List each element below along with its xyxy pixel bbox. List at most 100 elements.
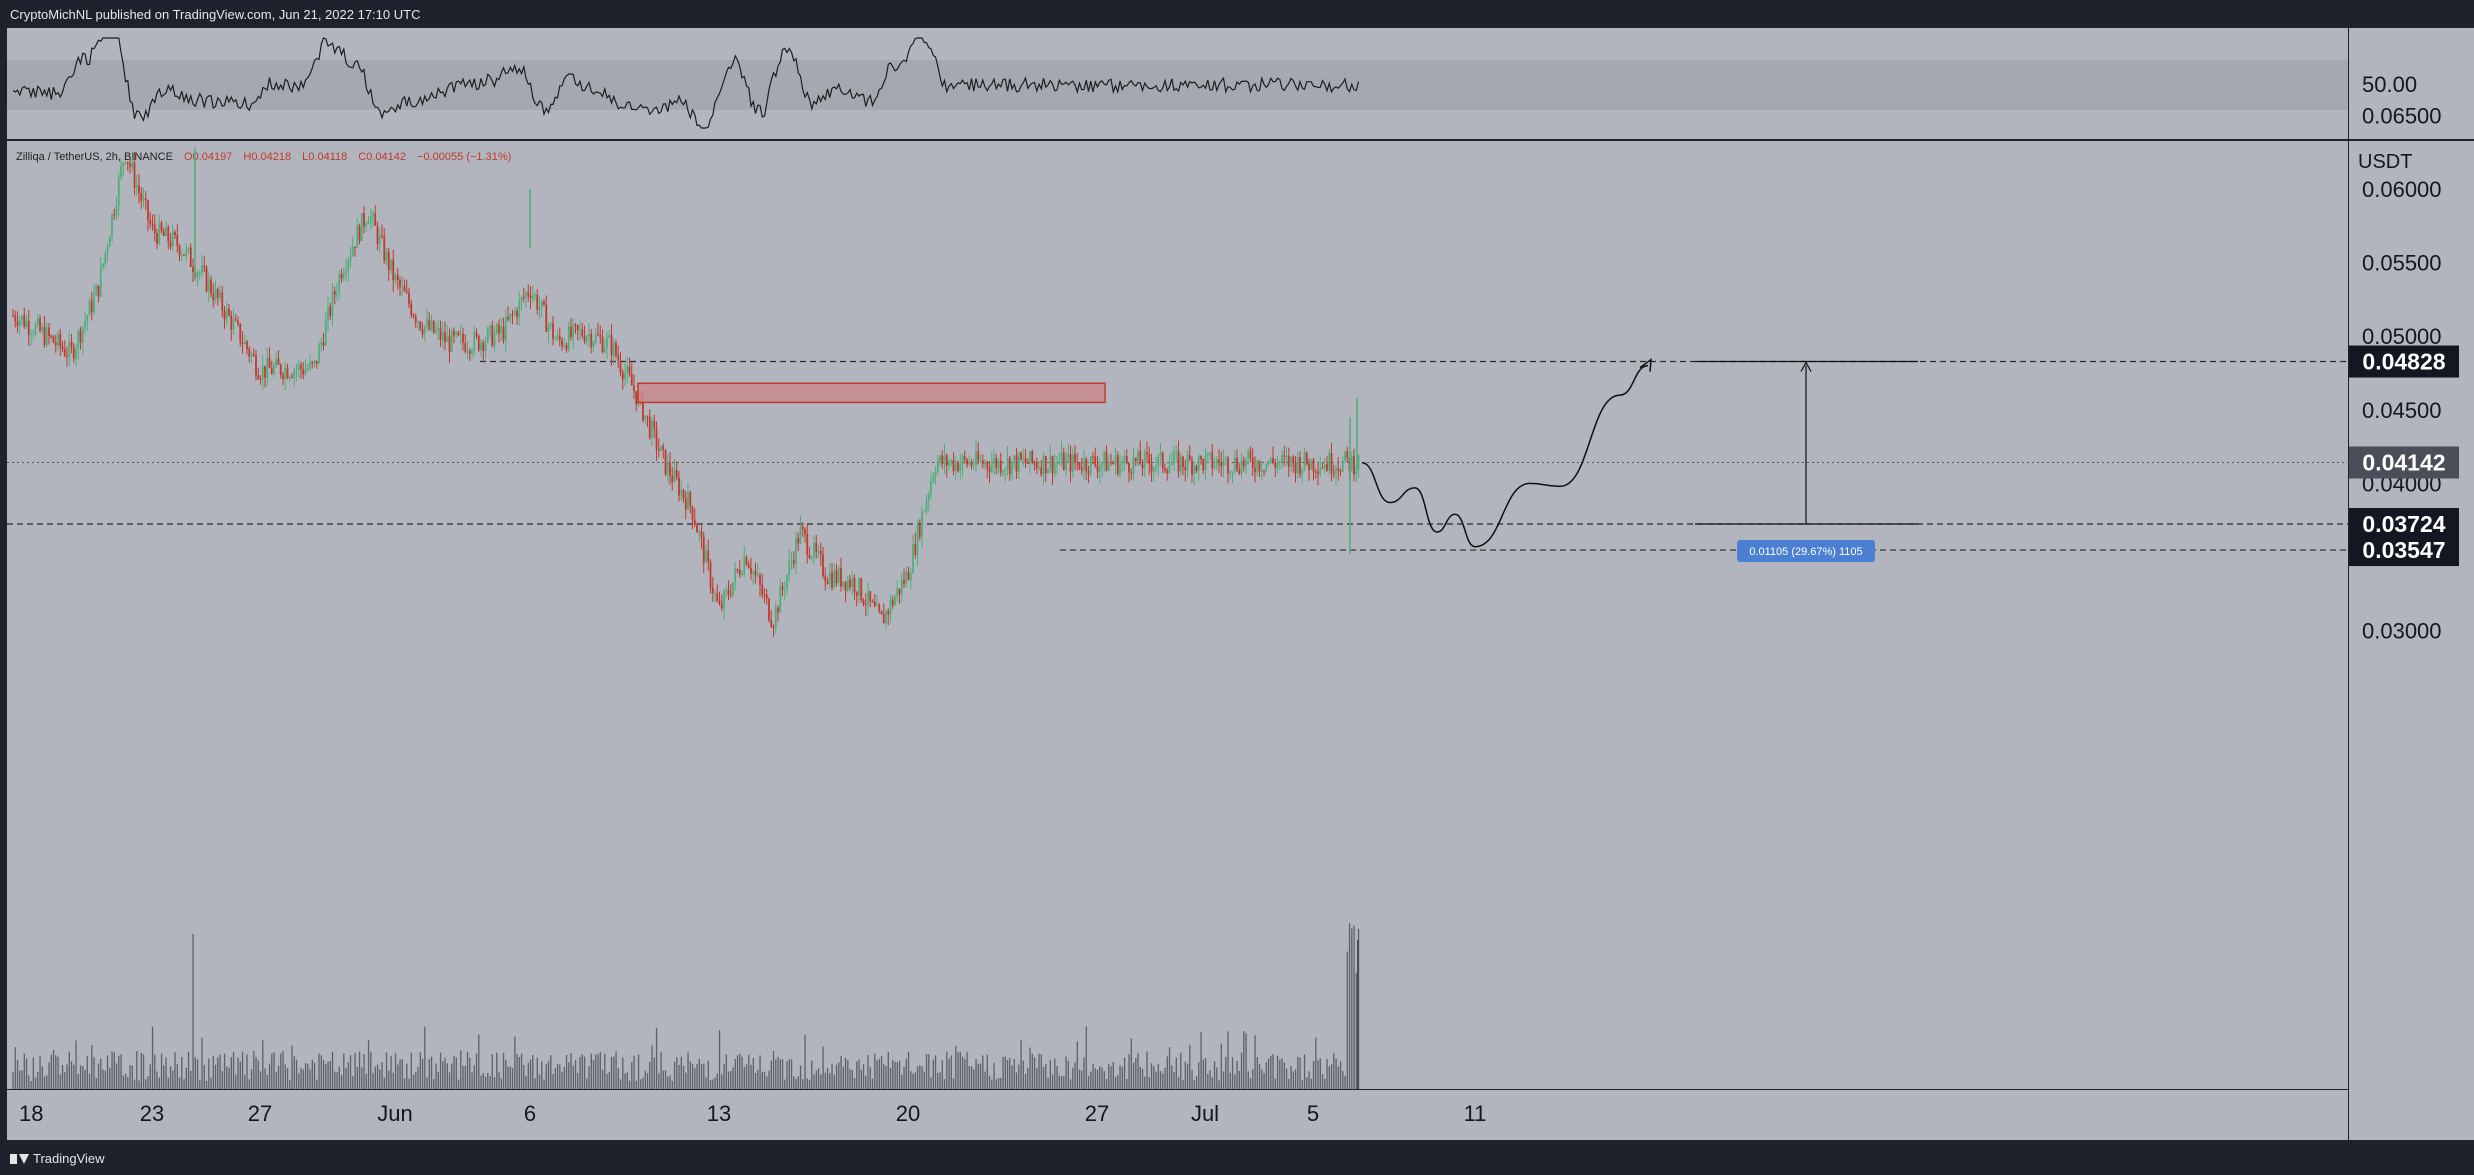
candle [558, 327, 561, 347]
candle [167, 224, 170, 250]
volume-bar [176, 1064, 178, 1089]
candle-body [210, 279, 212, 294]
candle [846, 575, 849, 594]
volume-bar [543, 1079, 545, 1089]
candle-body [178, 245, 181, 256]
volume-bar [248, 1079, 250, 1089]
volume-bar [1123, 1057, 1126, 1089]
x-tick-label: 6 [524, 1101, 536, 1126]
candle [1321, 462, 1324, 469]
main-pane[interactable] [7, 141, 2348, 1089]
candle [365, 220, 368, 232]
candle [237, 316, 239, 327]
candle [662, 443, 665, 459]
candle-body [682, 489, 685, 498]
candle [372, 209, 374, 228]
candle [1195, 464, 1198, 474]
candle-body [1103, 452, 1106, 464]
candle [1143, 448, 1146, 478]
candle [1312, 457, 1315, 481]
candle-body [1105, 452, 1108, 471]
candle [1017, 450, 1020, 479]
volume-bar [934, 1055, 937, 1089]
candle [934, 466, 937, 485]
candle-body [1056, 462, 1058, 464]
tradingview-logo[interactable]: TradingView [10, 1151, 105, 1166]
candle [183, 254, 185, 257]
candle [1231, 471, 1234, 484]
candle-body [808, 554, 811, 558]
volume-bar [721, 1074, 723, 1089]
candle-body [480, 342, 482, 350]
volume-bar [412, 1074, 415, 1089]
volume-bar [122, 1075, 124, 1089]
volume-bar [525, 1075, 527, 1089]
candle-body [300, 364, 302, 370]
volume-bar [169, 1066, 172, 1089]
candle [806, 524, 809, 564]
volume-bar [406, 1063, 408, 1089]
candle-body [504, 317, 507, 341]
candle-body [257, 375, 260, 379]
volume-bar [754, 1073, 757, 1089]
candle-body [1139, 451, 1142, 465]
candle [630, 362, 633, 386]
candle [486, 326, 489, 344]
candle [351, 236, 354, 257]
candle-body [513, 310, 516, 315]
candle-body [662, 446, 665, 450]
volume-bar [1058, 1075, 1060, 1089]
candle [120, 158, 122, 181]
candle-body [963, 456, 966, 460]
candle [376, 221, 379, 251]
candle [241, 331, 244, 354]
candle-body [768, 598, 770, 621]
volume-bar [383, 1077, 385, 1089]
candle [684, 490, 687, 520]
volume-bar [860, 1069, 862, 1089]
candle [612, 338, 615, 365]
candle [126, 161, 129, 171]
volume-bar [106, 1055, 109, 1089]
volume-bar [991, 1079, 993, 1089]
candle [574, 323, 577, 334]
candle-body [1182, 456, 1184, 468]
candle-body [360, 212, 363, 241]
candle [1006, 446, 1009, 476]
candle [1301, 468, 1304, 484]
candle [876, 594, 878, 607]
volume-bar [1254, 1035, 1256, 1089]
candle-body [835, 570, 838, 583]
candle [48, 322, 50, 345]
candle-body [876, 604, 878, 607]
candle [655, 421, 658, 461]
price-axis[interactable] [2349, 28, 2474, 1140]
candle-body [444, 332, 446, 342]
volume-bar [880, 1056, 883, 1089]
candle-body [898, 588, 901, 595]
volume-bar [581, 1054, 583, 1089]
candle-body [320, 342, 323, 346]
candle-body [1143, 452, 1146, 469]
candle [45, 322, 48, 348]
candle-body [1112, 462, 1115, 464]
candle [619, 352, 622, 377]
volume-bar [1227, 1031, 1229, 1089]
measure-label: 0.01105 (29.67%) 1105 [1749, 546, 1862, 558]
candle-body [1218, 459, 1220, 463]
volume-bar [1114, 1076, 1117, 1089]
candle-body [1004, 469, 1007, 471]
candle-body [135, 185, 138, 188]
candle [1249, 446, 1252, 463]
candle-body [986, 462, 989, 468]
candle-body [77, 330, 80, 349]
candle [403, 279, 406, 292]
volume-bar [660, 1051, 662, 1089]
volume-bar [1103, 1071, 1105, 1089]
volume-bar [131, 1065, 133, 1089]
time-axis[interactable] [7, 1090, 2349, 1140]
volume-bar [523, 1064, 525, 1089]
candle-body [275, 358, 278, 367]
candle [489, 324, 491, 339]
